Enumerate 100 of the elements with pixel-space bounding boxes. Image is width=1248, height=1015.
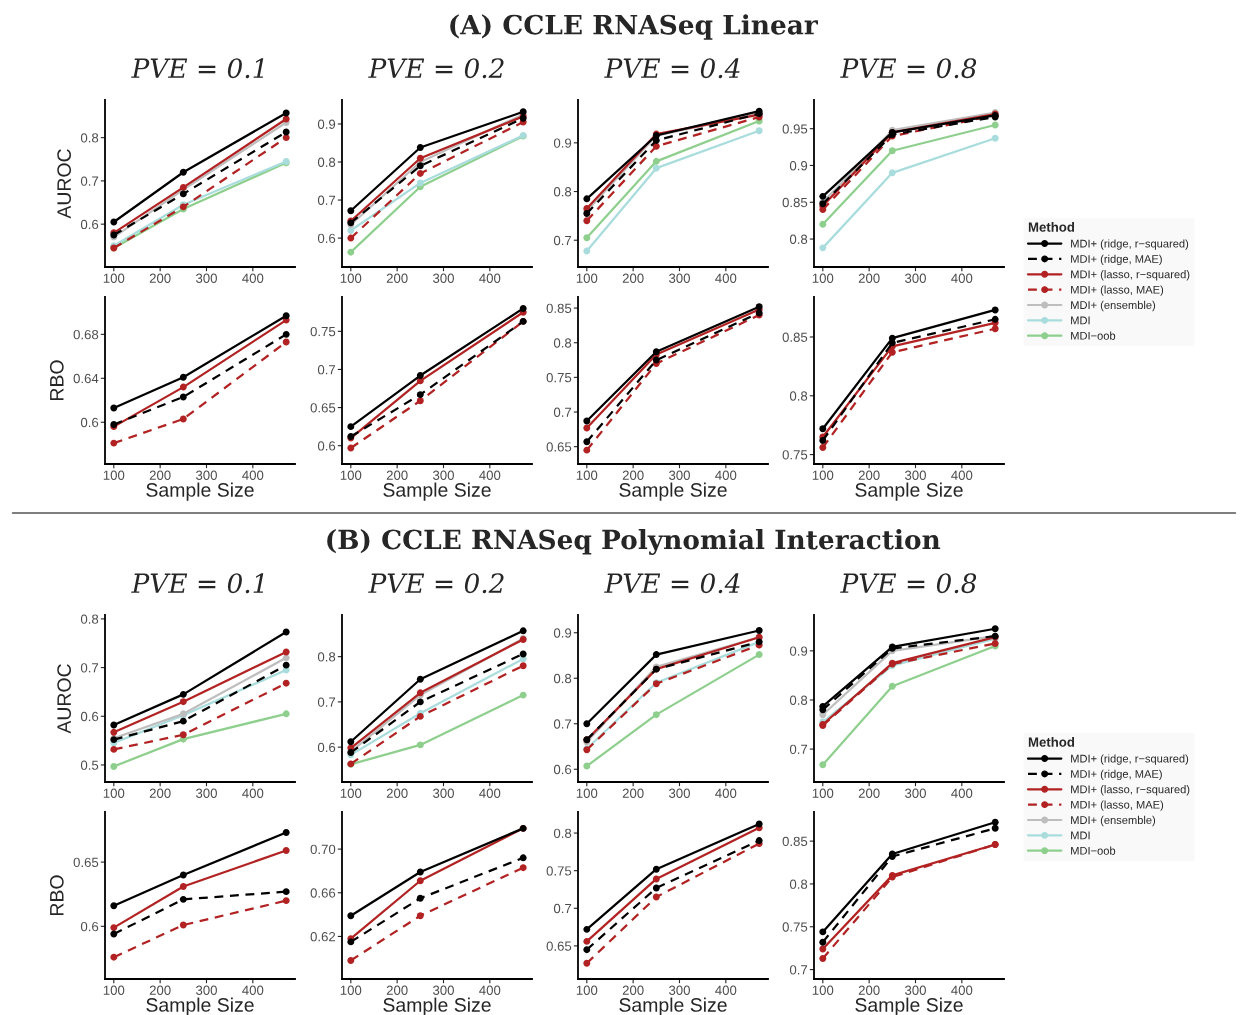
y-tick-label: 0.9 — [789, 646, 808, 656]
point — [652, 875, 660, 883]
point — [755, 627, 763, 634]
point — [416, 877, 424, 885]
point — [991, 121, 999, 129]
chart-title: PVE = 0.8 — [840, 58, 977, 79]
y-tick-label: 0.9 — [553, 628, 572, 638]
y-tick-label: 0.9 — [789, 161, 808, 171]
point — [819, 220, 827, 228]
point — [179, 895, 187, 903]
x-axis-title: Sample Size — [383, 482, 491, 501]
y-tick-label: 0.7 — [317, 697, 336, 707]
point — [179, 393, 187, 401]
point — [179, 168, 187, 176]
y-tick-label: 0.6 — [553, 764, 572, 775]
x-tick-label: 300 — [668, 985, 690, 995]
point — [282, 109, 290, 117]
y-tick-label: 0.7 — [80, 176, 99, 186]
point — [347, 738, 355, 746]
x-tick-label: 300 — [668, 273, 690, 283]
legend-label: MDI — [1071, 831, 1090, 840]
x-tick-label: 200 — [622, 470, 644, 480]
text: (A) CCLE RNASeq Linear — [450, 14, 819, 40]
point — [179, 731, 187, 739]
y-tick-label: 0.85 — [782, 332, 808, 342]
point — [282, 847, 290, 855]
x-tick-label: 400 — [715, 788, 737, 798]
x-tick-label: 200 — [858, 985, 880, 995]
x-tick-label: 300 — [432, 788, 454, 798]
point — [282, 330, 290, 338]
legend-label: MDI+ (lasso, r−squared) — [1071, 785, 1190, 796]
x-tick-label: 100 — [103, 788, 125, 798]
x-tick-label: 100 — [103, 470, 125, 480]
point — [519, 864, 527, 872]
y-tick-label: 0.8 — [553, 828, 572, 838]
x-axis-title: Sample Size — [855, 482, 963, 501]
y-tick-label: 0.75 — [782, 450, 808, 460]
y-tick-label: 0.64 — [73, 373, 99, 384]
point — [991, 315, 999, 323]
x-axis-title: Sample Size — [383, 997, 491, 1015]
point — [179, 871, 187, 879]
point — [519, 304, 527, 312]
x-tick-label: 300 — [904, 470, 926, 480]
y-tick-label: 0.7 — [553, 407, 572, 417]
point — [282, 115, 290, 123]
x-tick-label: 200 — [858, 273, 880, 283]
x-tick-label: 400 — [715, 273, 737, 283]
y-tick-label: 0.7 — [317, 365, 336, 375]
x-tick-label: 200 — [622, 788, 644, 798]
legend-label: MDI+ (ridge, r−squared) — [1071, 754, 1189, 765]
x-tick-label: 200 — [149, 470, 171, 480]
point — [583, 247, 591, 255]
x-axis-title: Sample Size — [619, 997, 727, 1015]
chart-title: PVE = 0.1 — [131, 58, 264, 79]
chart-title: PVE = 0.1 — [131, 573, 264, 594]
y-tick-label: 0.8 — [789, 695, 808, 705]
point — [347, 444, 355, 452]
point — [755, 651, 763, 659]
point — [519, 627, 527, 635]
y-tick-label: 0.65 — [546, 941, 572, 951]
legend-label: MDI−oob — [1071, 846, 1116, 855]
point — [991, 625, 999, 633]
y-tick-label: 0.9 — [317, 119, 336, 129]
point — [416, 144, 424, 152]
point — [347, 956, 355, 964]
x-tick-label: 300 — [195, 470, 217, 480]
point — [282, 128, 290, 136]
y-tick-label: 0.66 — [310, 888, 336, 898]
point — [416, 741, 424, 749]
x-tick-label: 300 — [195, 985, 217, 995]
point — [583, 234, 591, 242]
x-tick-label: 400 — [951, 985, 973, 995]
point — [282, 897, 290, 905]
y-tick-label: 0.62 — [310, 932, 336, 942]
y-tick-label: 0.7 — [553, 719, 572, 729]
point — [347, 912, 355, 920]
y-tick-label: 0.8 — [789, 879, 808, 889]
x-tick-label: 300 — [904, 985, 926, 995]
y-tick-label: 0.6 — [80, 219, 99, 230]
point — [991, 134, 999, 142]
point — [416, 162, 424, 170]
chart-title: PVE = 0.2 — [368, 573, 504, 594]
point — [819, 444, 827, 452]
point — [110, 762, 118, 770]
x-axis-title: Sample Size — [146, 997, 254, 1015]
point — [416, 154, 424, 162]
point — [179, 717, 187, 725]
point — [819, 954, 827, 962]
point — [652, 651, 660, 659]
x-tick-label: 100 — [340, 985, 362, 995]
y-tick-label: 0.8 — [789, 234, 808, 244]
point — [110, 930, 118, 938]
y-axis-title: RBO — [49, 875, 64, 915]
legend-label: MDI+ (ensemble) — [1071, 815, 1156, 827]
point — [110, 404, 118, 412]
y-tick-label: 0.8 — [553, 187, 572, 197]
x-tick-label: 400 — [951, 273, 973, 283]
y-tick-label: 0.8 — [317, 157, 336, 167]
x-tick-label: 300 — [432, 985, 454, 995]
x-tick-label: 300 — [904, 273, 926, 283]
